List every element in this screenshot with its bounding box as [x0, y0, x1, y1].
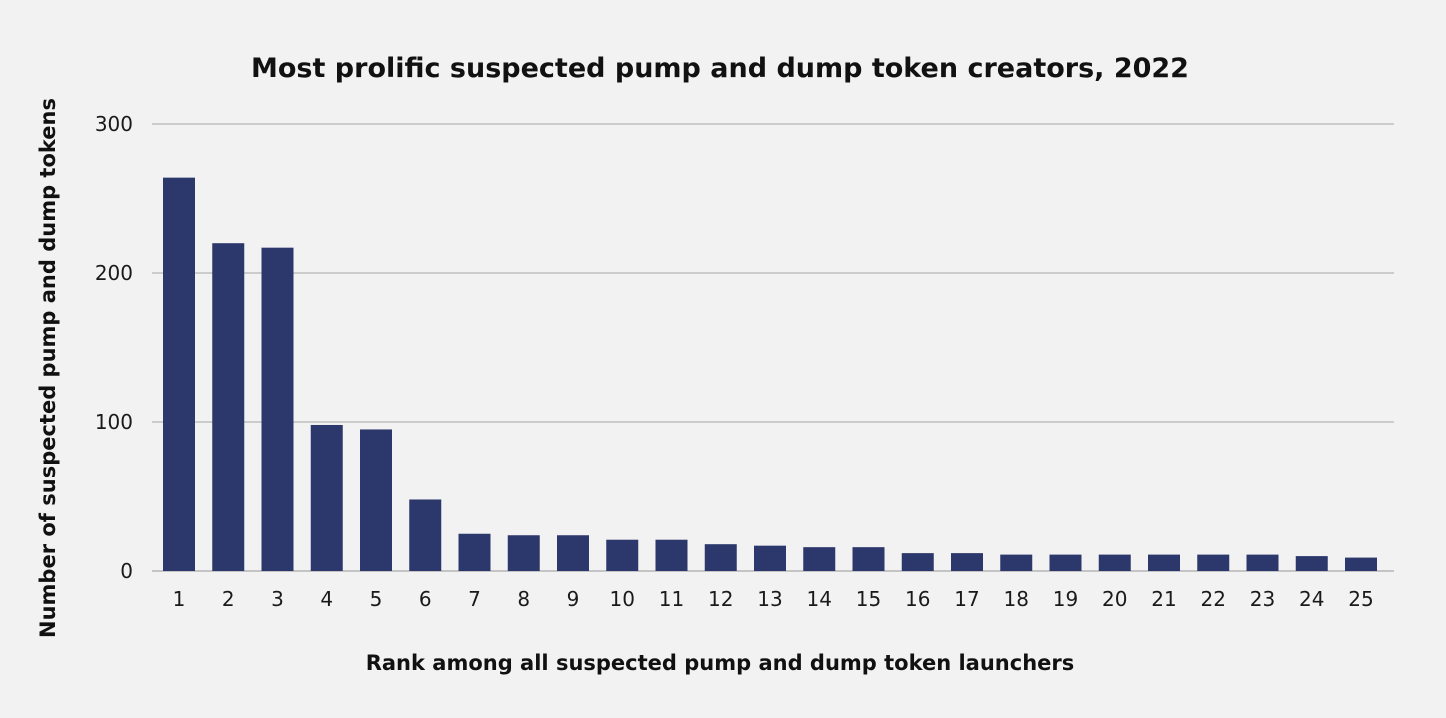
x-tick-label: 9 — [567, 587, 580, 611]
bar-rank-18 — [1000, 554, 1033, 571]
x-tick-label: 22 — [1201, 587, 1226, 611]
bar-rank-8 — [507, 535, 540, 571]
y-tick-label: 200 — [95, 261, 133, 285]
x-tick-label: 3 — [271, 587, 284, 611]
x-tick-label: 8 — [517, 587, 530, 611]
x-tick-label: 17 — [954, 587, 979, 611]
x-tick-label: 23 — [1250, 587, 1275, 611]
bar-rank-1 — [163, 177, 195, 571]
bar-rank-20 — [1098, 554, 1131, 571]
bar-rank-6 — [409, 499, 442, 571]
bar-rank-21 — [1148, 554, 1180, 571]
x-tick-label: 15 — [856, 587, 881, 611]
bar-rank-14 — [803, 547, 836, 571]
bar-rank-19 — [1049, 554, 1082, 571]
bar-rank-10 — [606, 539, 639, 571]
x-tick-label: 5 — [370, 587, 383, 611]
bar-rank-12 — [704, 544, 737, 571]
x-tick-label: 14 — [807, 587, 832, 611]
x-axis-ticks: 1 2 3 4 5 6 7 8 9 10 11 12 13 14 15 16 17 18 19 20 21 22 23 24 2… — [173, 587, 1374, 611]
x-tick-label: 20 — [1102, 587, 1127, 611]
x-axis-title: Rank among all suspected pump and dump t… — [366, 651, 1075, 675]
bar-rank-25 — [1345, 557, 1377, 571]
y-tick-label: 0 — [120, 559, 133, 583]
bar-rank-13 — [754, 545, 786, 571]
bar-rank-16 — [901, 553, 934, 571]
x-tick-label: 11 — [659, 587, 684, 611]
x-tick-label: 25 — [1348, 587, 1373, 611]
x-tick-label: 2 — [222, 587, 235, 611]
y-axis-ticks: 0 100 200 300 — [95, 112, 133, 583]
bars — [163, 177, 1377, 572]
x-tick-label: 1 — [173, 587, 186, 611]
x-tick-label: 7 — [468, 587, 481, 611]
bar-rank-7 — [458, 533, 491, 571]
bar-rank-15 — [852, 547, 885, 571]
bar-rank-3 — [261, 247, 294, 572]
bar-rank-17 — [951, 553, 983, 571]
x-tick-label: 4 — [320, 587, 333, 611]
x-tick-label: 12 — [708, 587, 733, 611]
bar-rank-23 — [1246, 554, 1279, 571]
x-tick-label: 10 — [610, 587, 635, 611]
x-tick-label: 24 — [1299, 587, 1324, 611]
x-tick-label: 19 — [1053, 587, 1078, 611]
x-tick-label: 21 — [1151, 587, 1176, 611]
bar-rank-5 — [360, 429, 392, 571]
y-tick-label: 100 — [95, 410, 133, 434]
bar-rank-9 — [557, 535, 589, 571]
bar-rank-2 — [212, 243, 245, 571]
x-tick-label: 6 — [419, 587, 432, 611]
x-tick-label: 16 — [905, 587, 930, 611]
bar-rank-24 — [1295, 556, 1328, 571]
x-tick-label: 13 — [757, 587, 782, 611]
y-tick-label: 300 — [95, 112, 133, 136]
chart-title: Most prolific suspected pump and dump to… — [251, 53, 1189, 84]
x-tick-label: 18 — [1004, 587, 1029, 611]
y-axis-title: Number of suspected pump and dump tokens — [36, 98, 60, 638]
bar-rank-22 — [1197, 554, 1230, 571]
bar-rank-11 — [655, 539, 688, 571]
bar-rank-4 — [310, 424, 343, 571]
